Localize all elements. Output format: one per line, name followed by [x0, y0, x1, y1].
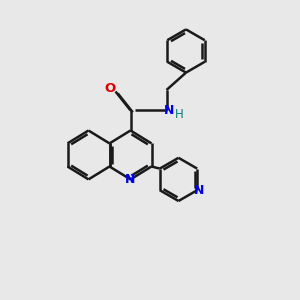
Text: N: N [125, 173, 135, 186]
Text: O: O [104, 82, 116, 95]
Text: H: H [175, 107, 184, 121]
Text: N: N [194, 184, 204, 197]
Text: N: N [164, 104, 175, 117]
